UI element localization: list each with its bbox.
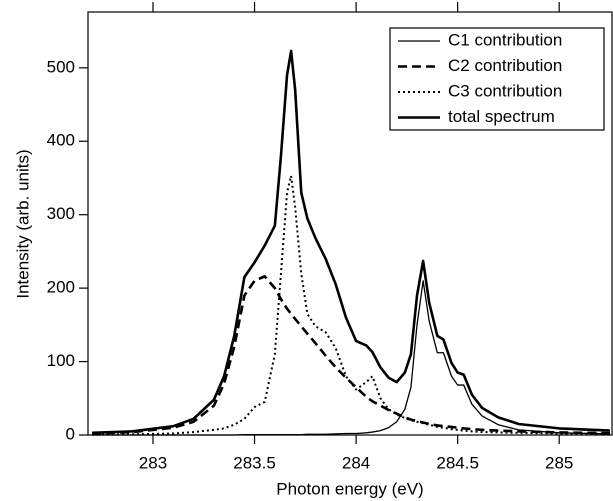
series-line [92,280,610,436]
legend-box [389,27,605,131]
plot-frame [87,11,613,436]
y-tick-label: 0 [66,424,75,443]
series-line [92,49,611,435]
y-tick-label: 100 [47,351,75,370]
x-tick-label: 284 [342,453,370,472]
x-tick-label: 285 [545,453,573,472]
y-tick-label: 200 [47,278,75,297]
x-tick-label: 283.5 [233,453,276,472]
y-tick-label: 300 [47,204,75,223]
legend-label: total spectrum [448,107,555,126]
x-tick-label: 284.5 [436,453,479,472]
x-tick-label: 283 [139,453,167,472]
series-line [92,275,610,435]
x-axis-label: Photon energy (eV) [276,479,423,498]
legend: C1 contribution C2 contribution C3 contrib… [389,27,605,131]
y-axis-label: Intensity (arb. units) [13,149,32,298]
legend-label: C3 contribution [448,81,562,100]
legend-label: C2 contribution [448,56,562,75]
y-tick-label: 500 [47,57,75,76]
legend-label: C1 contribution [448,30,562,49]
series-line [92,174,610,436]
y-tick-label: 400 [47,131,75,150]
